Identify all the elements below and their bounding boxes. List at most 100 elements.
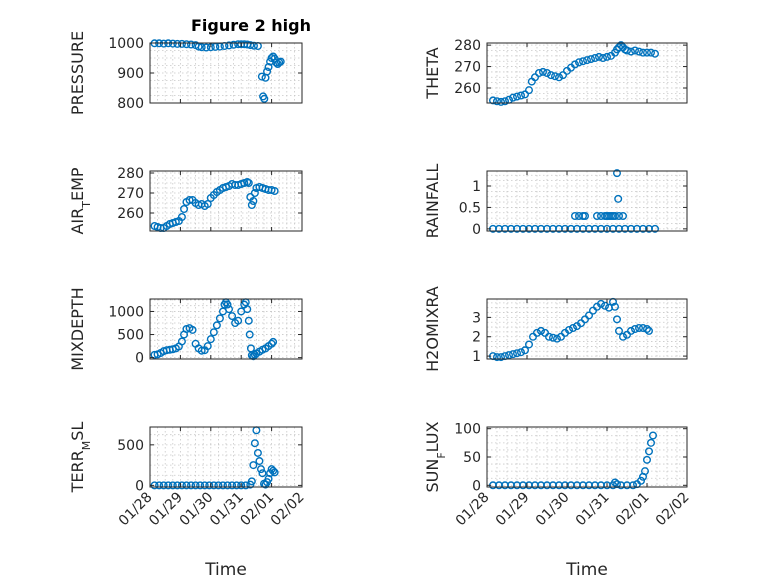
data-point <box>645 447 654 456</box>
y-tick-label: 2 <box>472 330 481 346</box>
data-point <box>177 212 186 221</box>
subplot-4: 0 0.5 1 RAINFALL <box>423 164 688 238</box>
subplot-2: 260 270 280 THETA <box>423 38 688 106</box>
data-point <box>159 481 168 490</box>
data-point <box>187 481 196 490</box>
y-tick-label: 260 <box>117 206 144 222</box>
subplot-8: 0 50 100 01/28 01/29 01/30 01/31 02/01 02/02 Time… <box>423 421 693 580</box>
figure-title: Figure 2 high <box>191 16 311 35</box>
y-axis-label: AIRTEMP <box>68 167 93 234</box>
data-point <box>583 56 592 65</box>
y-tick-label: 3 <box>472 310 481 326</box>
series-points <box>489 297 654 362</box>
axes-frame <box>486 170 688 232</box>
data-point <box>187 40 196 49</box>
x-tick-label: 01/30 <box>533 489 573 529</box>
x-axis-label: Time <box>204 560 247 580</box>
y-axis-label: MIXDEPTH <box>68 287 87 370</box>
data-point <box>177 481 186 490</box>
y-tick-label: 500 <box>117 438 144 454</box>
data-point <box>243 305 252 314</box>
data-point <box>272 58 281 67</box>
data-point <box>517 91 526 100</box>
x-tick-label: 02/01 <box>613 489 653 529</box>
data-point <box>257 72 266 81</box>
x-tick-label: 01/31 <box>573 489 613 529</box>
data-point <box>639 48 648 57</box>
data-point <box>623 46 632 55</box>
y-tick-label: 800 <box>117 96 144 112</box>
data-point <box>212 321 221 330</box>
y-tick-label: 280 <box>454 38 481 54</box>
y-axis-label: PRESSURE <box>68 31 87 115</box>
y-tick-label: 50 <box>463 450 481 466</box>
data-point <box>270 186 279 195</box>
x-tick-label: 01/31 <box>207 489 247 529</box>
x-tick-label: 01/28 <box>453 489 493 529</box>
data-point <box>269 466 278 475</box>
data-point <box>513 349 522 358</box>
data-point <box>241 481 250 490</box>
data-point <box>155 481 164 490</box>
data-point <box>603 52 612 61</box>
axes-frame <box>486 298 688 360</box>
data-point <box>565 325 574 334</box>
y-tick-label: 1000 <box>108 36 144 52</box>
series-points <box>150 39 285 103</box>
data-point <box>249 461 258 470</box>
data-point <box>264 63 273 72</box>
data-point <box>255 457 264 466</box>
data-point <box>244 316 253 325</box>
data-point <box>501 97 510 106</box>
axes-frame <box>149 426 303 488</box>
data-point <box>635 47 644 56</box>
y-tick-label: 1 <box>472 179 481 195</box>
data-point <box>505 351 514 360</box>
grid-lines <box>486 427 688 487</box>
data-point <box>585 311 594 320</box>
data-point <box>247 200 256 209</box>
data-point <box>267 339 276 348</box>
data-point <box>595 52 604 61</box>
data-point <box>531 73 540 82</box>
data-point <box>211 42 220 51</box>
y-tick-label: 0 <box>472 478 481 494</box>
data-point <box>553 334 562 343</box>
data-point <box>269 52 278 61</box>
y-axis-label: SUNFLUX <box>423 421 448 492</box>
data-point <box>617 41 626 50</box>
data-point <box>569 324 578 333</box>
data-point <box>611 211 620 220</box>
data-point <box>237 481 246 490</box>
data-point <box>202 43 211 52</box>
data-point <box>159 39 168 48</box>
data-point <box>263 67 272 76</box>
data-point <box>525 86 534 95</box>
data-point <box>613 169 622 178</box>
data-point <box>196 481 205 490</box>
data-point <box>244 178 253 187</box>
data-point <box>547 71 556 80</box>
subplot-3: 260 270 280 AIRTEMP <box>68 166 303 235</box>
data-point <box>177 39 186 48</box>
data-point <box>229 40 238 49</box>
data-point <box>497 353 506 362</box>
y-axis-label: THETA <box>423 47 442 99</box>
data-point <box>228 481 237 490</box>
data-point <box>164 481 173 490</box>
data-point <box>537 326 546 335</box>
data-point <box>180 204 189 213</box>
data-point <box>543 68 552 77</box>
data-point <box>571 211 580 220</box>
data-point <box>203 199 212 208</box>
data-point <box>559 71 568 80</box>
data-point <box>627 326 636 335</box>
data-point <box>168 481 177 490</box>
data-point <box>631 46 640 55</box>
data-point <box>627 47 636 56</box>
data-point <box>497 97 506 106</box>
y-tick-label: 270 <box>117 186 144 202</box>
data-point <box>188 325 197 334</box>
data-point <box>513 92 522 101</box>
data-point <box>539 67 548 76</box>
